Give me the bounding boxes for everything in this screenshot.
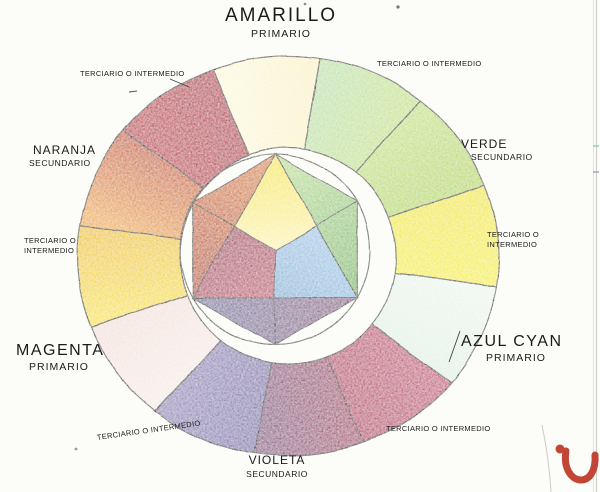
label-naranja: NARANJA — [33, 143, 97, 157]
label-violeta: VIOLETA — [248, 453, 306, 467]
label-naranja-role: SECUNDARIO — [29, 158, 91, 168]
pencil-dash — [128, 90, 138, 93]
label-tertiary-top-left: TERCIARIO O INTERMEDIO — [80, 69, 185, 78]
label-magenta: MAGENTA — [16, 342, 105, 359]
logo-bowl — [561, 447, 599, 484]
label-tertiary-top-right: TERCIARIO O INTERMEDIO — [377, 59, 482, 68]
label-magenta-role: PRIMARIO — [29, 361, 89, 373]
label-verde: VERDE — [461, 137, 508, 151]
inner-crease-line — [192, 202, 235, 227]
label-violeta-role: SECUNDARIO — [246, 469, 308, 479]
scan-speck — [303, 2, 307, 6]
scan-speck — [396, 5, 400, 9]
label-tertiary-bottom-right: TERCIARIO O INTERMEDIO — [386, 424, 491, 433]
inner-crease-line — [315, 202, 358, 227]
label-tertiary-left-line2: INTERMEDIO — [24, 246, 75, 255]
label-azul-cyan: AZUL CYAN — [461, 333, 563, 350]
inner-triangle-star — [179, 153, 371, 346]
label-amarillo: AMARILLO — [224, 5, 338, 26]
inner-quad-cyan — [274, 225, 359, 298]
label-verde-role: SECUNDARIO — [471, 152, 533, 162]
label-tertiary-right-line2: INTERMEDIO — [487, 240, 538, 249]
label-tertiary-right: TERCIARIO O INTERMEDIO — [487, 230, 539, 250]
scan-artifacts — [74, 0, 599, 492]
azul-cyan-pointer-line — [448, 330, 461, 363]
label-azul-cyan-role: PRIMARIO — [486, 352, 546, 364]
label-amarillo-role: PRIMARIO — [251, 28, 311, 40]
label-tertiary-left-line1: TERCIARIO O — [24, 236, 77, 245]
scan-speck — [74, 447, 78, 451]
label-tertiary-left: TERCIARIO O INTERMEDIO — [24, 236, 76, 256]
outer-ring — [76, 55, 500, 457]
logo-dot — [555, 444, 565, 454]
page-corner-curve — [541, 424, 552, 492]
tertiary-top-left-pointer-line — [169, 78, 190, 88]
label-tertiary-right-line1: TERCIARIO O — [487, 230, 540, 239]
logo-mark — [555, 444, 599, 484]
